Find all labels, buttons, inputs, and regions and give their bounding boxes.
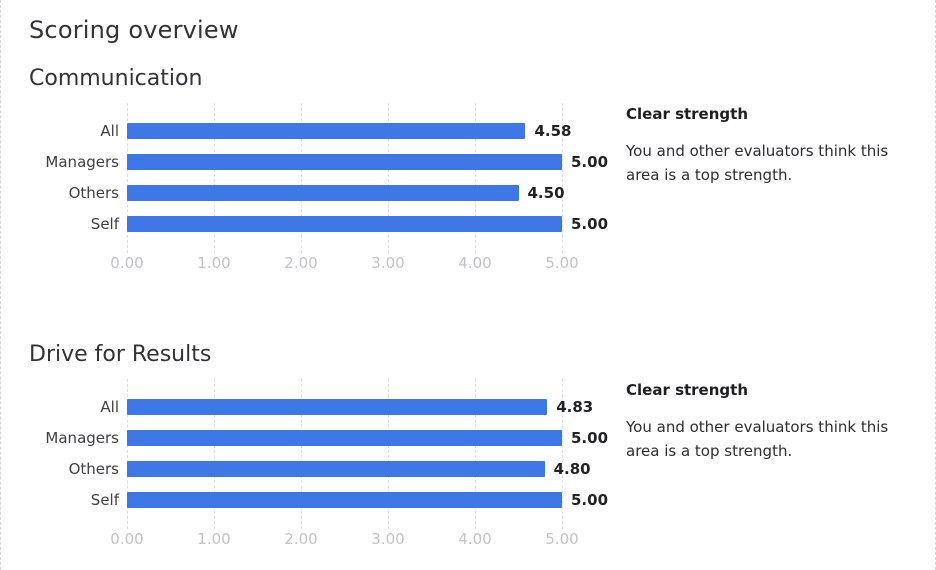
x-tick-label: 3.00 [371, 254, 405, 272]
value-label: 4.80 [553, 459, 591, 478]
axis-track: 0.00 1.00 2.00 3.00 4.00 5.00 [110, 530, 578, 552]
strength-note-heading: Clear strength [626, 381, 748, 399]
gridline [301, 379, 302, 529]
gridline [214, 379, 215, 529]
x-tick-label: 2.00 [284, 254, 318, 272]
plot-area: 4.58 5.00 4.50 5.00 [127, 103, 608, 253]
value-label: 4.58 [534, 121, 572, 140]
x-axis: 0.00 1.00 2.00 3.00 4.00 5.00 [29, 530, 601, 552]
drive-for-results-bar-chart: All Managers Others Self 4.83 5.00 4.80 5.00 0.0… [29, 379, 608, 552]
communication-bar-chart: All Managers Others Self 4.58 5.00 4.50 5.00 0.0… [29, 103, 608, 276]
page-title: Scoring overview [29, 16, 239, 44]
gridline [388, 103, 389, 253]
gridline [562, 379, 563, 529]
bar-rows: 4.83 5.00 4.80 5.00 [127, 391, 608, 515]
category-label: Self [90, 214, 119, 233]
x-tick-label: 4.00 [458, 254, 492, 272]
value-label: 4.50 [527, 183, 565, 202]
bar [127, 491, 562, 508]
bar [127, 122, 526, 139]
bar [127, 398, 548, 415]
x-tick-label: 3.00 [371, 530, 405, 548]
x-axis: 0.00 1.00 2.00 3.00 4.00 5.00 [29, 254, 601, 276]
x-tick-label: 5.00 [545, 254, 579, 272]
chart-body: All Managers Others Self 4.83 5.00 4.80 5.00 [29, 379, 608, 529]
x-tick-label: 5.00 [545, 530, 579, 548]
category-label: Self [90, 490, 119, 509]
bar [127, 153, 562, 170]
bar-row: 4.83 [127, 391, 593, 422]
x-tick-label: 4.00 [458, 530, 492, 548]
bar-row: 4.80 [127, 453, 591, 484]
drive-for-results-strength-note: Clear strength You and other evaluators … [626, 379, 926, 463]
bar-row: 5.00 [127, 422, 608, 453]
bar-row: 4.58 [127, 115, 571, 146]
category-label: Managers [45, 428, 119, 447]
value-label: 5.00 [571, 152, 609, 171]
gridline [127, 103, 128, 253]
chart-body: All Managers Others Self 4.58 5.00 4.50 5.00 [29, 103, 608, 253]
value-label: 5.00 [571, 428, 609, 447]
x-tick-label: 1.00 [197, 254, 231, 272]
category-labels: All Managers Others Self [29, 379, 119, 529]
section-title-communication: Communication [29, 66, 203, 91]
section-title-drive-for-results: Drive for Results [29, 342, 212, 367]
x-tick-label: 0.00 [110, 254, 144, 272]
communication-row: All Managers Others Self 4.58 5.00 4.50 5.00 0.0… [29, 103, 935, 276]
gridline [475, 379, 476, 529]
strength-note-heading: Clear strength [626, 105, 748, 123]
bar-row: 4.50 [127, 177, 565, 208]
value-label: 5.00 [571, 214, 609, 233]
bar [127, 184, 519, 201]
category-label: All [100, 397, 119, 416]
x-tick-label: 2.00 [284, 530, 318, 548]
gridline [475, 103, 476, 253]
bar [127, 460, 545, 477]
category-label: Managers [45, 152, 119, 171]
section-drive-for-results: Drive for Results All Managers Others Self 4… [29, 340, 935, 552]
drive-for-results-row: All Managers Others Self 4.83 5.00 4.80 5.00 0.0… [29, 379, 935, 552]
gridline [127, 379, 128, 529]
bar-row: 5.00 [127, 146, 608, 177]
axis-track: 0.00 1.00 2.00 3.00 4.00 5.00 [110, 254, 578, 276]
category-label: Others [68, 183, 119, 202]
value-label: 5.00 [571, 490, 609, 509]
category-labels: All Managers Others Self [29, 103, 119, 253]
category-label: Others [68, 459, 119, 478]
strength-note-text: You and other evaluators think this area… [626, 418, 889, 460]
bar-row: 5.00 [127, 208, 608, 239]
gridline [301, 103, 302, 253]
strength-note-text: You and other evaluators think this area… [626, 142, 889, 184]
communication-strength-note: Clear strength You and other evaluators … [626, 103, 926, 187]
bar-row: 5.00 [127, 484, 608, 515]
x-tick-label: 0.00 [110, 530, 144, 548]
bar [127, 429, 562, 446]
gridline [214, 103, 215, 253]
gridline [562, 103, 563, 253]
category-label: All [100, 121, 119, 140]
section-communication: Communication All Managers Others Self 4.58 5… [29, 64, 935, 276]
plot-area: 4.83 5.00 4.80 5.00 [127, 379, 608, 529]
gridline [388, 379, 389, 529]
bar [127, 215, 562, 232]
bar-rows: 4.58 5.00 4.50 5.00 [127, 115, 608, 239]
x-tick-label: 1.00 [197, 530, 231, 548]
value-label: 4.83 [556, 397, 594, 416]
